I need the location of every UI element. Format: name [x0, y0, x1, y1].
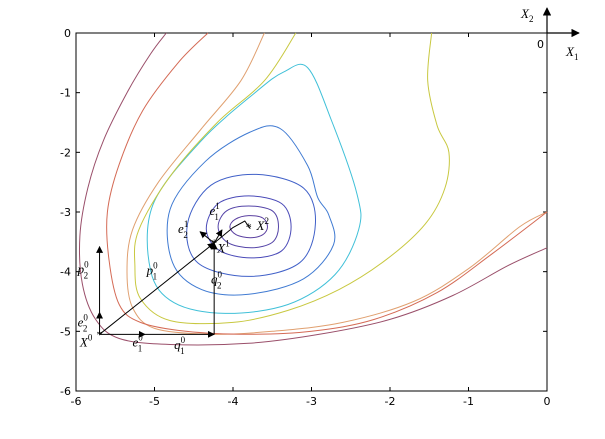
contour-lines: [79, 32, 548, 346]
label-e1-0: e0 1: [133, 332, 144, 353]
label-x0: X0: [79, 332, 93, 349]
x-tick-label: -5: [149, 395, 160, 408]
y-tick-label: -1: [60, 87, 71, 100]
closed-contour-line: [217, 205, 280, 249]
inset-origin-label: 0: [537, 38, 544, 51]
y-tick-label: -4: [60, 266, 71, 279]
y-tick-label: -5: [60, 325, 71, 338]
inset-label-x2: X2: [520, 6, 533, 24]
point-marker: *: [97, 327, 103, 341]
label-q2-0: q0 2: [211, 270, 223, 291]
point-marker: *: [246, 220, 252, 234]
closed-contour-line: [146, 63, 362, 314]
vector-e1_1: [213, 229, 223, 244]
step-path-x1-x2: [213, 220, 251, 244]
open-contour-line: [79, 32, 548, 346]
axis-ticks: -6 -5 -4 -3 -2 -1 0 0 -1 -2 -3 -4 -5 -6: [60, 27, 550, 408]
label-e2-1: e1 2: [178, 219, 188, 240]
label-e2-0: e0 2: [78, 313, 89, 334]
label-x1: X1: [216, 239, 229, 256]
label-q1-0: q0 1: [174, 335, 186, 356]
closed-contour-line: [229, 215, 269, 239]
direction-vectors: * * *: [96, 220, 252, 341]
x-tick-label: -6: [71, 395, 82, 408]
closed-contour-line: [166, 125, 336, 296]
vector-e2_1: [199, 231, 215, 244]
closed-contour-line: [186, 173, 316, 277]
x-tick-label: -1: [463, 395, 474, 408]
inset-label-x1: X1: [565, 44, 578, 62]
vector-p1_0: [99, 242, 215, 335]
math-annotations: X0 X1 X2 e0 1 q0 1 e0 2 p0 2 p0 1 q0 2 e1 2 e1 1: [77, 201, 269, 356]
y-tick-label: -3: [60, 206, 71, 219]
y-tick-label: -6: [60, 385, 71, 398]
y-tick-label: -2: [60, 146, 71, 159]
label-p1-0: p0 1: [146, 261, 159, 282]
closed-contour-line: [205, 195, 292, 259]
y-tick-label: 0: [64, 27, 71, 40]
x-tick-label: -3: [306, 395, 317, 408]
x-tick-label: -4: [228, 395, 239, 408]
open-contour-line: [106, 32, 548, 335]
point-marker: *: [211, 236, 217, 250]
x-tick-label: 0: [544, 395, 551, 408]
coordinate-axes-inset: X2 X1 0: [520, 6, 580, 62]
x-tick-label: -2: [385, 395, 396, 408]
label-p2-0: p0 2: [77, 259, 90, 280]
label-e1-1: e1 1: [209, 201, 219, 222]
open-contour-line: [133, 32, 450, 325]
open-contour-line: [126, 32, 548, 335]
label-x2: X2: [256, 216, 269, 233]
